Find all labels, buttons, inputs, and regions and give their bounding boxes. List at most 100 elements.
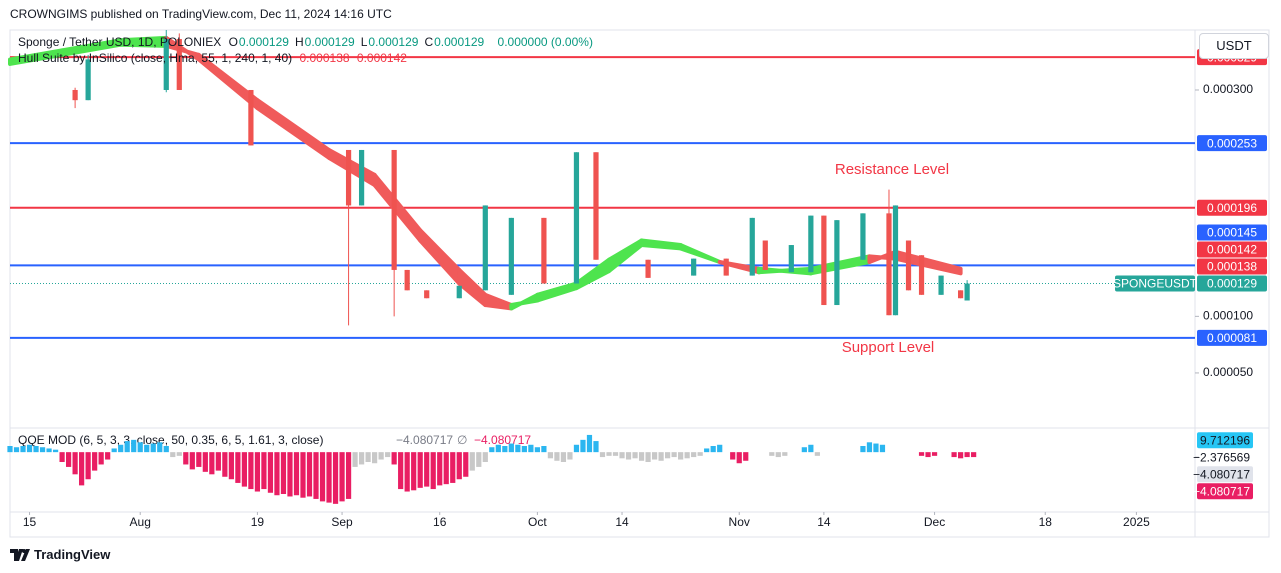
qqe-badge — [1197, 483, 1253, 500]
candle-body — [593, 152, 599, 260]
candle-body — [808, 215, 814, 273]
candle-body — [248, 89, 254, 146]
qqe-bar — [150, 443, 156, 453]
qqe-bar — [508, 443, 514, 453]
qqe-bar — [372, 452, 378, 464]
qqe-bar — [385, 452, 391, 458]
resistance-label: Resistance Level — [835, 161, 949, 178]
hull-band — [639, 238, 683, 251]
price-badge — [1197, 275, 1267, 292]
qqe-badge-label: −4.080717 — [1193, 467, 1250, 481]
currency-button[interactable]: USDT — [1199, 33, 1269, 59]
qqe-bar — [534, 447, 540, 453]
qqe-bar — [430, 452, 436, 490]
qqe-bar — [92, 452, 98, 471]
ohlc-value: 0.000129 — [304, 35, 355, 49]
qqe-bar — [144, 444, 150, 453]
price-badge-label: 0.000081 — [1207, 331, 1257, 345]
qqe-bar — [801, 447, 807, 453]
qqe-bar — [183, 452, 189, 465]
y-tick-label: 0.000050 — [1203, 365, 1253, 379]
qqe-bar — [267, 452, 274, 493]
qqe-bar — [697, 452, 703, 456]
qqe-badge-label: −2.376569 — [1193, 450, 1250, 464]
candle-body — [964, 283, 970, 301]
qqe-bar — [593, 441, 599, 453]
x-tick-label: 14 — [817, 515, 831, 529]
candle-body — [723, 258, 729, 276]
candle-body — [456, 285, 462, 299]
y-tick-label: 0.000300 — [1203, 82, 1253, 96]
qqe-bar — [352, 452, 358, 467]
qqe-na: ∅ — [457, 433, 467, 447]
candle-body — [938, 275, 944, 295]
candle-body — [163, 39, 169, 90]
qqe-bar — [651, 452, 658, 460]
publisher: CROWNGIMS published on TradingView.com, … — [10, 7, 392, 21]
hull-band — [457, 267, 488, 308]
qqe-bar — [85, 452, 91, 480]
qqe-bar — [105, 452, 111, 460]
x-tick-label: 18 — [1039, 515, 1053, 529]
qqe-bar — [20, 446, 26, 453]
candle-body — [762, 240, 768, 270]
x-tick-label: Sep — [331, 515, 353, 529]
candle-body — [749, 217, 755, 276]
qqe-bar — [951, 452, 957, 458]
candle-body — [176, 39, 182, 90]
qqe-bar — [287, 452, 293, 497]
qqe-bar — [241, 452, 247, 487]
price-badge-label: 0.000142 — [1207, 243, 1257, 257]
symbol: Sponge / Tether USD, 1D, POLONIEX — [18, 35, 222, 49]
qqe-bar — [489, 447, 495, 453]
hull-band — [678, 243, 722, 265]
qqe-bar — [918, 452, 925, 456]
qqe-bar — [248, 452, 254, 490]
qqe-bar — [710, 446, 716, 453]
candle-body — [345, 149, 352, 206]
qqe-bar — [691, 452, 697, 458]
candle-body — [358, 149, 365, 206]
ohlc-key: C — [424, 35, 434, 49]
x-tick-label: Nov — [729, 515, 750, 529]
qqe-bar — [39, 447, 46, 453]
hull-band — [255, 98, 332, 160]
qqe-bar — [879, 444, 886, 453]
brand: TradingView — [34, 547, 111, 562]
x-tick-label: Oct — [528, 515, 547, 529]
qqe-bar — [769, 452, 775, 456]
ohlc: O0.000129 H0.000129 L0.000129 C0.000129 — [229, 35, 491, 49]
candle-body — [958, 290, 964, 299]
qqe-bar — [46, 448, 52, 453]
qqe-bar — [606, 452, 612, 456]
qqe-bar — [228, 452, 234, 480]
candle-body — [508, 217, 514, 295]
qqe-bar — [671, 452, 677, 458]
qqe-bar — [736, 452, 742, 464]
qqe-bar — [730, 452, 736, 460]
candle-body — [645, 259, 651, 278]
qqe-bar — [326, 452, 332, 503]
hull-band — [418, 228, 462, 286]
qqe-bar — [638, 452, 645, 461]
qqe-bar — [319, 452, 326, 502]
qqe-bar — [931, 452, 938, 456]
hull-band — [893, 249, 963, 276]
qqe-bar — [528, 444, 534, 453]
qqe-bar — [554, 452, 560, 461]
qqe-bar — [196, 452, 202, 467]
qqe-bar — [280, 452, 287, 494]
candle-body — [573, 152, 580, 284]
price-badge — [1197, 241, 1267, 258]
qqe-bar — [717, 444, 723, 453]
hull-band — [483, 292, 514, 311]
qqe-bar — [124, 441, 130, 453]
qqe-bar — [189, 452, 195, 470]
qqe-bar — [971, 452, 977, 458]
qqe-bar — [964, 452, 970, 458]
qqe-bar — [59, 452, 65, 462]
hull-value: 0.000138 — [299, 51, 350, 65]
ohlc-key: H — [294, 35, 304, 49]
qqe-bar — [26, 444, 33, 453]
